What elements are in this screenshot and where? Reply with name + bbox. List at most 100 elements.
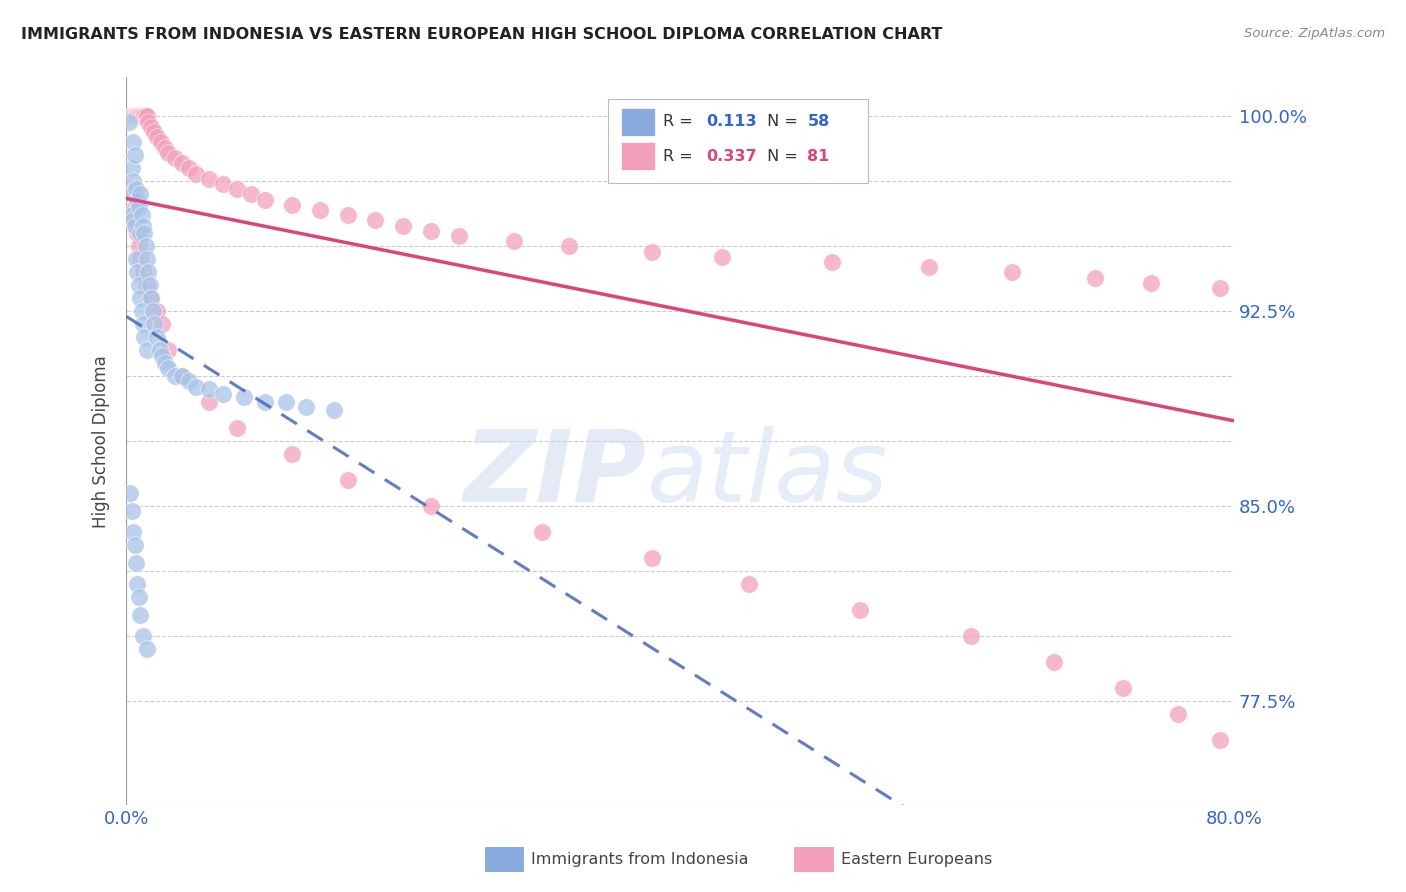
Point (1139, 276, 1161, 290)
Point (336, 208, 359, 222)
Point (447, 229, 470, 244)
Point (120, 110, 142, 124)
Point (198, 171, 221, 186)
Point (127, 227, 149, 241)
Point (134, 330, 156, 344)
Point (120, 187, 142, 202)
Point (129, 187, 152, 202)
Point (918, 260, 941, 274)
Point (139, 278, 162, 293)
Point (128, 278, 150, 293)
Text: IMMIGRANTS FROM INDONESIA VS EASTERN EUROPEAN HIGH SCHOOL DIPLOMA CORRELATION CH: IMMIGRANTS FROM INDONESIA VS EASTERN EUR… (21, 27, 942, 42)
Point (1084, 270, 1107, 285)
Point (212, 387, 235, 401)
Point (136, 110, 159, 124)
FancyBboxPatch shape (621, 142, 655, 169)
Point (170, 369, 193, 384)
Point (132, 318, 155, 332)
Point (558, 239, 581, 253)
Point (149, 136, 172, 150)
Point (156, 361, 179, 376)
Point (143, 318, 166, 332)
Point (125, 213, 148, 227)
Point (1209, 733, 1232, 747)
Point (125, 182, 148, 196)
Point (121, 110, 143, 124)
Point (135, 110, 157, 124)
Text: 0.337: 0.337 (707, 149, 758, 163)
Point (323, 403, 346, 417)
Point (184, 380, 207, 394)
Point (127, 110, 149, 124)
Point (212, 177, 235, 191)
Point (127, 265, 149, 279)
Point (132, 265, 155, 279)
Point (135, 239, 157, 253)
Point (122, 174, 145, 188)
Point (131, 304, 153, 318)
Point (121, 208, 143, 222)
Point (177, 161, 200, 176)
Point (198, 382, 221, 396)
Point (129, 227, 152, 241)
Point (959, 629, 981, 643)
Point (125, 252, 148, 267)
Point (641, 244, 664, 259)
Point (1043, 655, 1066, 669)
Point (128, 239, 150, 253)
Point (1112, 681, 1135, 695)
Text: Source: ZipAtlas.com: Source: ZipAtlas.com (1244, 27, 1385, 40)
Point (530, 525, 553, 540)
Text: R =: R = (664, 149, 699, 163)
FancyBboxPatch shape (621, 108, 655, 136)
Point (364, 213, 387, 227)
Point (141, 120, 163, 134)
Point (170, 369, 193, 384)
Point (121, 161, 143, 176)
Point (124, 148, 146, 162)
Point (184, 167, 207, 181)
Point (122, 110, 145, 124)
Point (226, 421, 249, 435)
Point (129, 608, 152, 623)
Point (281, 198, 304, 212)
Text: 81: 81 (807, 149, 830, 163)
Point (132, 110, 155, 124)
Point (821, 255, 844, 269)
Point (156, 145, 179, 160)
Point (122, 110, 145, 124)
Point (132, 629, 155, 643)
Point (419, 224, 441, 238)
Point (129, 291, 152, 305)
Point (1319, 110, 1341, 124)
Point (136, 252, 159, 267)
Point (129, 110, 152, 124)
Text: Eastern Europeans: Eastern Europeans (841, 853, 993, 867)
Point (124, 538, 146, 552)
Point (124, 110, 146, 124)
Point (1292, 110, 1315, 124)
Point (141, 291, 163, 305)
Y-axis label: High School Diploma: High School Diploma (93, 355, 110, 528)
Point (128, 590, 150, 604)
Point (125, 110, 148, 124)
Point (125, 557, 148, 571)
Point (131, 208, 153, 222)
Point (153, 356, 176, 370)
Text: 58: 58 (807, 114, 830, 129)
Point (849, 603, 872, 617)
Point (131, 110, 153, 124)
Point (134, 227, 156, 241)
Point (710, 250, 733, 264)
Point (122, 136, 145, 150)
Point (122, 213, 145, 227)
Point (150, 318, 173, 332)
Point (170, 156, 193, 170)
Point (253, 193, 276, 207)
Point (1236, 110, 1258, 124)
Point (253, 395, 276, 409)
Point (1001, 265, 1024, 279)
Point (136, 642, 159, 657)
Point (121, 504, 143, 518)
Point (239, 187, 262, 202)
